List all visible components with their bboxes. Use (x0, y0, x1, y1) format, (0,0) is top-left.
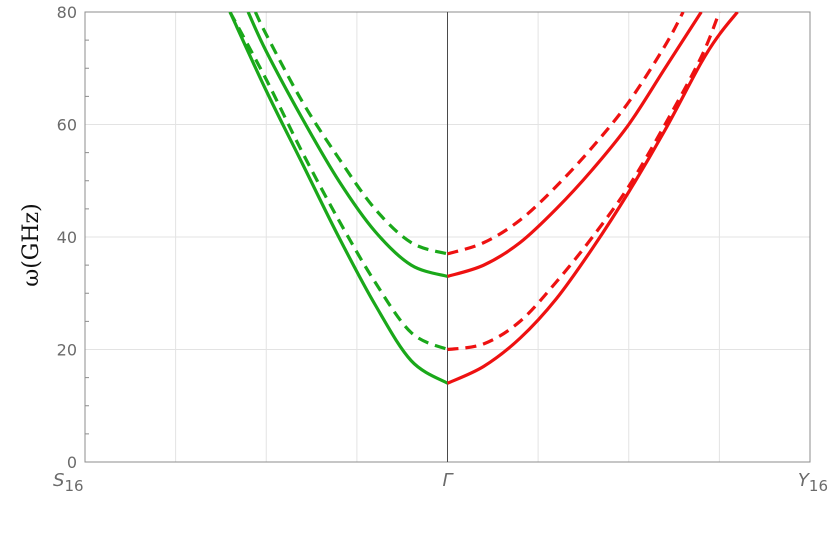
plot-frame (84, 11, 811, 463)
series-line-8-dashed (447, 12, 685, 256)
y-ticks: 0 20 40 60 80 (57, 3, 77, 472)
y-axis-title: ω(GHz) (19, 203, 44, 286)
x-ticks: S16 Γ Y16 (53, 470, 828, 495)
series-line-6-dashed (447, 12, 721, 352)
y-tick-label: 80 (57, 3, 77, 22)
x-tick-label: Γ (442, 470, 454, 491)
x-tick-label: S16 (53, 470, 84, 495)
series-line-1-solid (228, 12, 449, 385)
y-tick-label: 60 (57, 116, 77, 135)
series-line-3-solid (246, 12, 448, 278)
series-line-2-dashed (228, 12, 449, 351)
x-tick-label: Y16 (798, 470, 828, 495)
series-group (228, 12, 739, 385)
series-line-5-solid (446, 12, 739, 385)
y-tick-label: 20 (57, 341, 77, 360)
series-line-7-solid (447, 12, 703, 278)
series-line-4-dashed (253, 12, 448, 256)
y-tick-label: 0 (67, 453, 77, 472)
y-tick-label: 40 (57, 228, 77, 247)
